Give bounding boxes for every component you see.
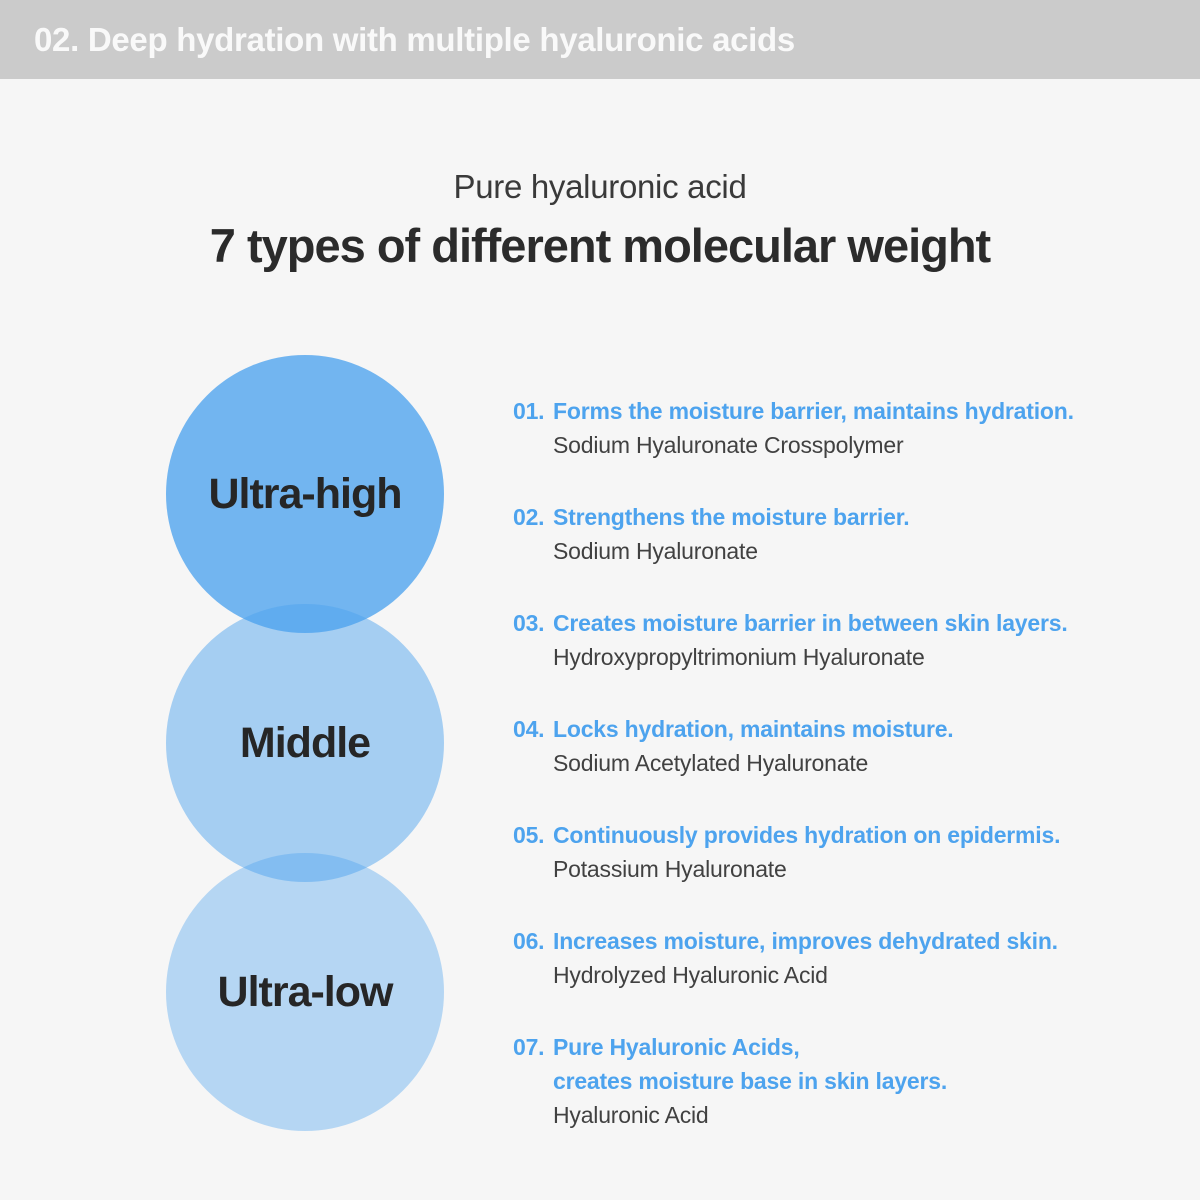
circle-ultra-low-label: Ultra-low	[217, 967, 394, 1016]
list-item-07-heading: 07. Pure Hyaluronic Acids,	[513, 1030, 1173, 1064]
list-item-04-heading: 04. Locks hydration, maintains moisture.	[513, 712, 1173, 746]
list-item-02-description: Strengthens the moisture barrier.	[553, 504, 910, 530]
subtitle: Pure hyaluronic acid	[453, 168, 747, 205]
list-item-01: 01. Forms the moisture barrier, maintain…	[513, 394, 1173, 462]
list-item-06-number: 06.	[513, 928, 545, 954]
list-item-07-number: 07.	[513, 1034, 545, 1060]
list-item-03-compound: Hydroxypropyltrimonium Hyaluronate	[553, 644, 925, 670]
circle-middle: Middle	[166, 604, 444, 882]
list-item-02: 02. Strengthens the moisture barrier. So…	[513, 500, 1173, 568]
list-item-02-heading: 02. Strengthens the moisture barrier.	[513, 500, 1173, 534]
list-item-03-number: 03.	[513, 610, 545, 636]
hyaluronic-acid-list: 01. Forms the moisture barrier, maintain…	[513, 394, 1173, 1170]
list-item-04-number: 04.	[513, 716, 545, 742]
list-item-03-description: Creates moisture barrier in between skin…	[553, 610, 1068, 636]
list-item-04-compound: Sodium Acetylated Hyaluronate	[553, 750, 869, 776]
list-item-07-description-line2: creates moisture base in skin layers.	[553, 1068, 948, 1094]
list-item-01-number: 01.	[513, 398, 545, 424]
list-item-06-heading: 06. Increases moisture, improves dehydra…	[513, 924, 1173, 958]
list-item-06: 06. Increases moisture, improves dehydra…	[513, 924, 1173, 992]
list-item-05: 05. Continuously provides hydration on e…	[513, 818, 1173, 886]
circle-middle-label: Middle	[239, 718, 371, 767]
list-item-07: 07. Pure Hyaluronic Acids, creates moist…	[513, 1030, 1173, 1132]
list-item-06-compound: Hydrolyzed Hyaluronic Acid	[553, 962, 828, 988]
title-block: Pure hyaluronic acid 7 types of differen…	[0, 166, 1200, 274]
list-item-03-heading: 03. Creates moisture barrier in between …	[513, 606, 1173, 640]
list-item-04: 04. Locks hydration, maintains moisture.…	[513, 712, 1173, 780]
section-banner-title: 02. Deep hydration with multiple hyaluro…	[34, 20, 795, 58]
list-item-01-compound: Sodium Hyaluronate Crosspolymer	[553, 432, 904, 458]
list-item-04-description: Locks hydration, maintains moisture.	[553, 716, 954, 742]
list-item-06-description: Increases moisture, improves dehydrated …	[553, 928, 1058, 954]
section-banner: 02. Deep hydration with multiple hyaluro…	[0, 0, 1200, 79]
list-item-05-number: 05.	[513, 822, 545, 848]
list-item-05-description: Continuously provides hydration on epide…	[553, 822, 1061, 848]
circle-ultra-low: Ultra-low	[166, 853, 444, 1131]
circle-ultra-high-label: Ultra-high	[208, 469, 402, 518]
list-item-03: 03. Creates moisture barrier in between …	[513, 606, 1173, 674]
circle-ultra-high: Ultra-high	[166, 355, 444, 633]
list-item-07-description: Pure Hyaluronic Acids,	[553, 1034, 800, 1060]
list-item-01-heading: 01. Forms the moisture barrier, maintain…	[513, 394, 1173, 428]
list-item-05-compound: Potassium Hyaluronate	[553, 856, 787, 882]
list-item-01-description: Forms the moisture barrier, maintains hy…	[553, 398, 1074, 424]
list-item-02-compound: Sodium Hyaluronate	[553, 538, 758, 564]
list-item-02-number: 02.	[513, 504, 545, 530]
page-title: 7 types of different molecular weight	[209, 219, 991, 272]
list-item-05-heading: 05. Continuously provides hydration on e…	[513, 818, 1173, 852]
list-item-07-compound: Hyaluronic Acid	[553, 1102, 709, 1128]
